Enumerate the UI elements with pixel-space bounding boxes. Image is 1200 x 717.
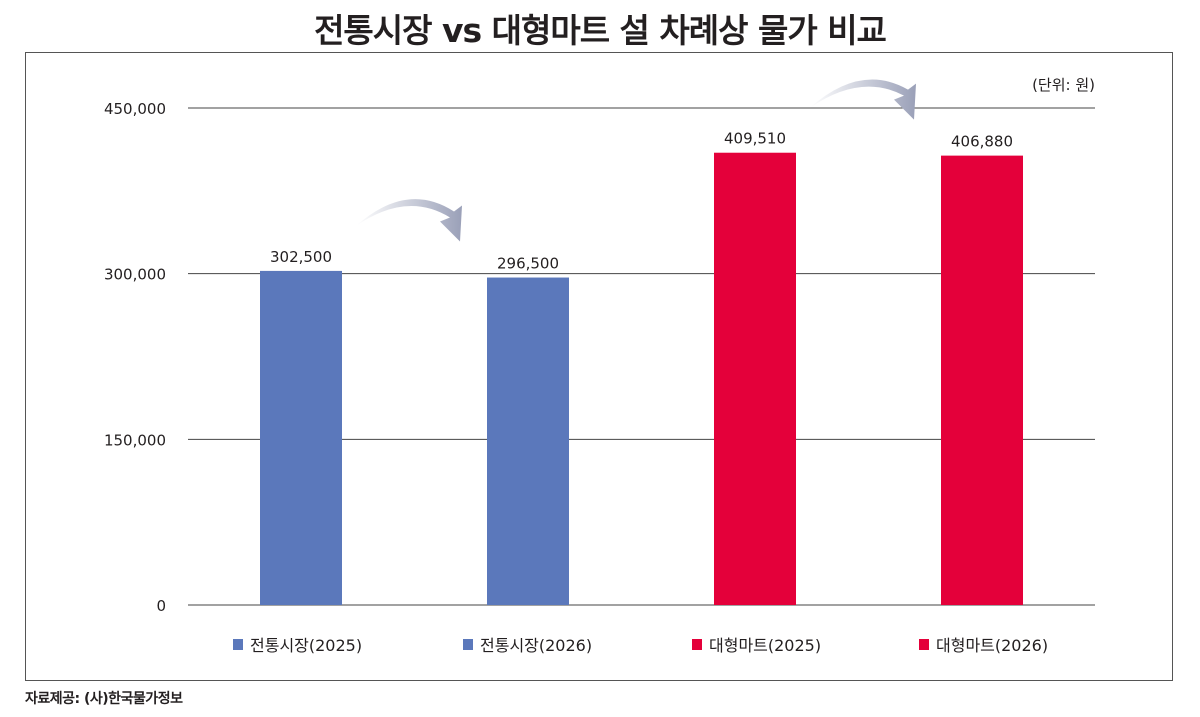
- y-tick-label: 150,000: [104, 431, 166, 449]
- legend-swatch: [919, 639, 929, 650]
- trend-arrow-icon: [810, 79, 916, 120]
- data-label: 302,500: [270, 248, 332, 266]
- legend-swatch: [463, 639, 473, 650]
- data-label: 409,510: [724, 130, 786, 148]
- y-tick-label: 0: [156, 597, 166, 615]
- y-tick-label: 450,000: [104, 100, 166, 118]
- unit-note: (단위: 원): [1032, 76, 1095, 94]
- legend-label: 대형마트(2026): [936, 636, 1048, 655]
- bar: [941, 155, 1023, 605]
- legend-swatch: [692, 639, 702, 650]
- legend-label: 전통시장(2026): [480, 636, 592, 655]
- trend-arrow-icon: [356, 199, 462, 242]
- legend-label: 전통시장(2025): [250, 636, 362, 655]
- chart-title: 전통시장 vs 대형마트 설 차례상 물가 비교: [314, 11, 887, 50]
- data-label: 296,500: [497, 255, 559, 273]
- source-note: 자료제공: (사)한국물가정보: [25, 691, 183, 707]
- data-label: 406,880: [951, 133, 1013, 151]
- legend-label: 대형마트(2025): [709, 636, 821, 655]
- chart-frame: [25, 52, 1173, 681]
- bar: [714, 152, 796, 606]
- y-tick-label: 300,000: [104, 266, 166, 284]
- bar: [260, 270, 342, 605]
- legend-swatch: [233, 639, 243, 650]
- bar: [487, 277, 569, 605]
